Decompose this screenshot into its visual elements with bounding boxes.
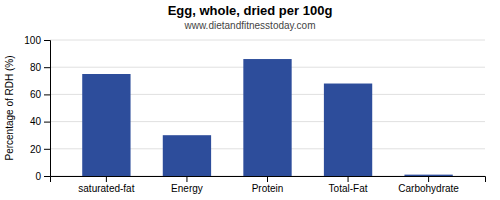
y-tick-mark [44, 40, 50, 41]
subtitle: www.dietandfitnesstoday.com [184, 20, 316, 31]
bar [163, 135, 211, 176]
y-tick-mark [44, 149, 50, 150]
y-tick-mark [44, 176, 50, 177]
y-tick-label: 20 [30, 144, 42, 155]
title: Egg, whole, dried per 100g [168, 3, 333, 18]
y-tick: 100 [24, 35, 50, 46]
y-tick: 0 [35, 171, 50, 182]
grid [50, 40, 485, 176]
grid-line [50, 40, 485, 41]
x-tick-mark [106, 176, 107, 182]
x-tick-mark [348, 176, 349, 182]
y-tick-label: 60 [30, 89, 42, 100]
bar [243, 59, 291, 176]
x-tick: saturated-fat [78, 176, 134, 194]
bar [82, 74, 130, 176]
bar [404, 175, 452, 176]
y-tick: 80 [30, 62, 50, 73]
y-tick: 20 [30, 144, 50, 155]
x-axis-line [51, 177, 486, 183]
chart-svg: Egg, whole, dried per 100g www.dietandfit… [0, 0, 500, 200]
x-tick-mark [267, 176, 268, 182]
y-tick: 60 [30, 89, 50, 100]
x-tick-mark [186, 176, 187, 182]
y-tick-label: 100 [24, 35, 41, 46]
y-tick-label: 80 [30, 62, 42, 73]
x-tick-label: Energy [171, 183, 203, 194]
y-tick-mark [44, 67, 50, 68]
y-tick-label: 0 [35, 171, 41, 182]
chart-container: Egg, whole, dried per 100g www.dietandfit… [0, 0, 500, 200]
x-tick-mark [428, 176, 429, 182]
y-axis: 0 20 40 60 80 100 [24, 35, 50, 182]
x-axis: saturated-fat Energy Protein Total-Fat Carbo… [51, 176, 486, 194]
x-tick: Carbohydrate [398, 176, 459, 194]
x-tick-label: Protein [252, 183, 284, 194]
x-tick: Energy [171, 176, 203, 194]
y-tick-mark [44, 94, 50, 95]
y-tick-label: 40 [30, 116, 42, 127]
y-tick-mark [44, 122, 50, 123]
y-axis-line [44, 41, 51, 177]
x-tick-label: Total-Fat [329, 183, 368, 194]
x-tick: Protein [252, 176, 284, 194]
y-axis-title: Percentage of RDH (%) [4, 55, 15, 160]
x-tick-label: saturated-fat [78, 183, 134, 194]
x-tick-label: Carbohydrate [398, 183, 459, 194]
bar [324, 84, 372, 176]
plot-area: saturated-fat Energy Protein Total-Fat Carbo… [24, 35, 485, 194]
x-tick: Total-Fat [329, 176, 368, 194]
y-tick: 40 [30, 116, 50, 127]
bars [82, 59, 453, 176]
